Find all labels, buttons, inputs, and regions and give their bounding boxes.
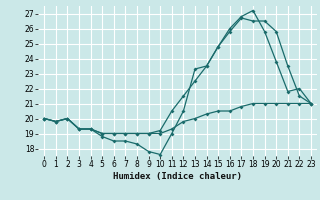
- X-axis label: Humidex (Indice chaleur): Humidex (Indice chaleur): [113, 172, 242, 181]
